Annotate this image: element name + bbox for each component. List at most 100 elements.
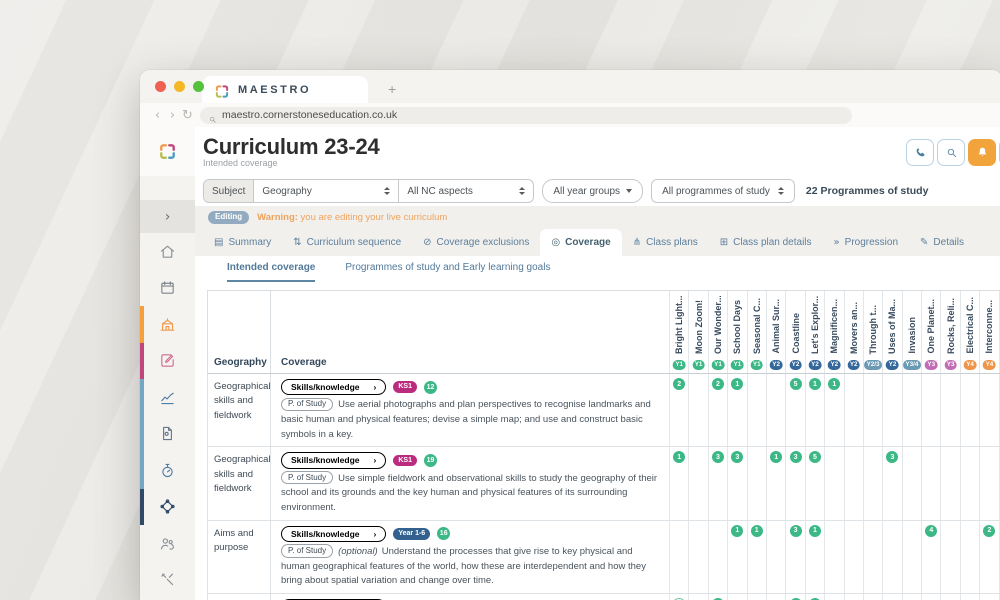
sidebar-item-tools[interactable] bbox=[140, 562, 195, 599]
back-icon[interactable]: ‹ bbox=[154, 107, 161, 123]
maestro-logo-icon bbox=[215, 83, 229, 98]
page-subtitle: Intended coverage bbox=[203, 158, 278, 169]
unit-coverage-cell bbox=[979, 374, 998, 447]
unit-coverage-cell bbox=[688, 594, 707, 600]
search-icon bbox=[945, 146, 958, 159]
unit-coverage-cell bbox=[862, 447, 882, 520]
stopwatch-icon bbox=[159, 462, 176, 479]
year-group-badge: Y3 bbox=[924, 360, 938, 370]
unit-coverage-cell bbox=[998, 594, 1000, 600]
class-plans-icon: ⋔ bbox=[632, 236, 642, 248]
coverage-pills: Skills/knowledge › Year 1-6 16 bbox=[281, 525, 659, 542]
nc-aspects-select[interactable]: All NC aspects bbox=[399, 180, 533, 202]
unit-coverage-cell bbox=[707, 520, 727, 594]
sidebar-expand-button[interactable]: › bbox=[140, 200, 195, 233]
refresh-icon[interactable]: ↻ bbox=[182, 107, 193, 123]
select-arrows-icon bbox=[384, 187, 391, 195]
sidebar-item-home[interactable] bbox=[140, 233, 195, 270]
unit-coverage-cell bbox=[882, 374, 901, 447]
unit-coverage-cell bbox=[746, 374, 766, 447]
subtab-intended-coverage[interactable]: Intended coverage bbox=[227, 262, 316, 282]
browser-tab[interactable]: MAESTRO bbox=[202, 76, 368, 103]
skills-knowledge-pill[interactable]: Skills/knowledge› bbox=[281, 525, 387, 542]
sidebar-item-school[interactable] bbox=[140, 306, 195, 343]
unit-label: Let's Explor... bbox=[809, 296, 820, 354]
sidebar-item-calendar[interactable] bbox=[140, 270, 195, 307]
school-icon bbox=[159, 316, 176, 333]
sidebar-indicator-bar bbox=[140, 488, 144, 525]
chart-icon bbox=[159, 389, 176, 406]
coverage-column-header: Coverage bbox=[270, 291, 669, 373]
minimize-window-button[interactable] bbox=[174, 81, 185, 92]
editing-badge: Editing bbox=[208, 211, 250, 224]
tab-class-plans[interactable]: ⋔ Class plans bbox=[622, 229, 709, 256]
tab-progression[interactable]: » Progression bbox=[823, 229, 909, 256]
year-group-badge: Y4 bbox=[963, 360, 977, 370]
unit-coverage-cell bbox=[862, 520, 882, 594]
coverage-count-badge: 1 bbox=[789, 598, 802, 600]
phone-button[interactable] bbox=[906, 139, 934, 166]
skills-knowledge-pill[interactable]: Skills/knowledge› bbox=[281, 452, 387, 469]
coverage-count-badge: 1 bbox=[808, 598, 821, 600]
skills-knowledge-pill[interactable]: Skills/knowledge› bbox=[281, 379, 387, 396]
sidebar-item-users[interactable] bbox=[140, 525, 195, 562]
unit-column-header: Bright Light... Y1 bbox=[669, 291, 688, 373]
edit-icon bbox=[159, 352, 176, 369]
unit-column-header: Moon Zoom! Y1 bbox=[688, 291, 707, 373]
tab-details[interactable]: ✎ Details bbox=[909, 229, 975, 256]
programmes-select[interactable]: All programmes of study bbox=[651, 179, 795, 203]
sidebar-item-timer[interactable] bbox=[140, 452, 195, 489]
unit-coverage-cell: 1 bbox=[804, 594, 824, 600]
close-window-button[interactable] bbox=[155, 81, 166, 92]
year-groups-dropdown[interactable]: All year groups bbox=[542, 179, 644, 203]
search-button[interactable] bbox=[937, 139, 965, 166]
key-stage-badge: KS1 bbox=[393, 381, 417, 393]
sidebar-item-analytics[interactable] bbox=[140, 379, 195, 416]
maximize-window-button[interactable] bbox=[193, 81, 204, 92]
unit-column-header: Magnificen... Y2 bbox=[824, 291, 843, 373]
coverage-count-badge: 5 bbox=[789, 378, 802, 390]
tab-summary[interactable]: ▤ Summary bbox=[203, 229, 282, 256]
tab-curriculum-sequence[interactable]: ⇅ Curriculum sequence bbox=[282, 229, 412, 256]
unit-coverage-cell bbox=[765, 374, 785, 447]
unit-coverage-cell: 1 bbox=[785, 594, 804, 600]
sidebar-indicator-bar bbox=[140, 415, 144, 452]
tab-coverage[interactable]: ◎ Coverage bbox=[540, 229, 622, 256]
unit-coverage-cell: 3 bbox=[785, 447, 804, 520]
sidebar-item-documents[interactable] bbox=[140, 415, 195, 452]
unit-coverage-cell bbox=[746, 447, 766, 520]
forward-icon[interactable]: › bbox=[169, 107, 176, 123]
content-card: Intended coverage Programmes of study and… bbox=[195, 256, 1000, 600]
unit-label: Animal Sur... bbox=[771, 299, 782, 354]
coverage-cell-main: Skills/knowledge›KS14P. of StudyName and… bbox=[270, 594, 669, 600]
unit-label: Coastline bbox=[790, 313, 801, 354]
page-header: Curriculum 23-24 Intended coverage AR bbox=[195, 127, 1000, 176]
unit-coverage-cell bbox=[882, 594, 901, 600]
new-tab-button[interactable]: + bbox=[388, 81, 397, 97]
url-input[interactable]: maestro.cornerstoneseducation.co.uk bbox=[200, 106, 852, 124]
browser-url-bar: ‹ › ↻ maestro.cornerstoneseducation.co.u… bbox=[140, 103, 1000, 127]
unit-column-header: Electrical C... Y4 bbox=[959, 291, 979, 373]
coverage-count-badge: 1 bbox=[770, 451, 783, 464]
coverage-count-badge: 2 bbox=[711, 378, 724, 390]
subject-select[interactable]: Geography bbox=[254, 180, 400, 202]
sidebar-item-network[interactable] bbox=[140, 488, 195, 525]
summary-icon: ▤ bbox=[214, 236, 224, 248]
tab-coverage-exclusions[interactable]: ⊘ Coverage exclusions bbox=[412, 229, 540, 256]
sidebar-spacer bbox=[140, 176, 195, 200]
subtab-programmes-of-study-and-early-learning-goals[interactable]: Programmes of study and Early learning g… bbox=[345, 262, 551, 273]
sidebar-logo[interactable] bbox=[140, 127, 195, 176]
unit-coverage-cell: 5 bbox=[804, 447, 824, 520]
programme-of-study-pill: P. of Study bbox=[281, 544, 334, 558]
notifications-button[interactable] bbox=[968, 139, 996, 166]
coverage-pills: Skills/knowledge › KS1 12 bbox=[281, 379, 659, 396]
sidebar-item-edit[interactable] bbox=[140, 342, 195, 379]
unit-coverage-cell bbox=[727, 594, 746, 600]
chevron-right-icon: › bbox=[373, 528, 377, 539]
tab-label: Coverage exclusions bbox=[436, 237, 530, 248]
tab-class-plan-details[interactable]: ⊞ Class plan details bbox=[709, 229, 823, 256]
unit-column-header: Interconne... Y4 bbox=[979, 291, 998, 373]
year-group-badge: Y1 bbox=[711, 360, 725, 370]
unit-coverage-cell bbox=[843, 374, 863, 447]
coverage-count-badge: 5 bbox=[808, 451, 821, 464]
